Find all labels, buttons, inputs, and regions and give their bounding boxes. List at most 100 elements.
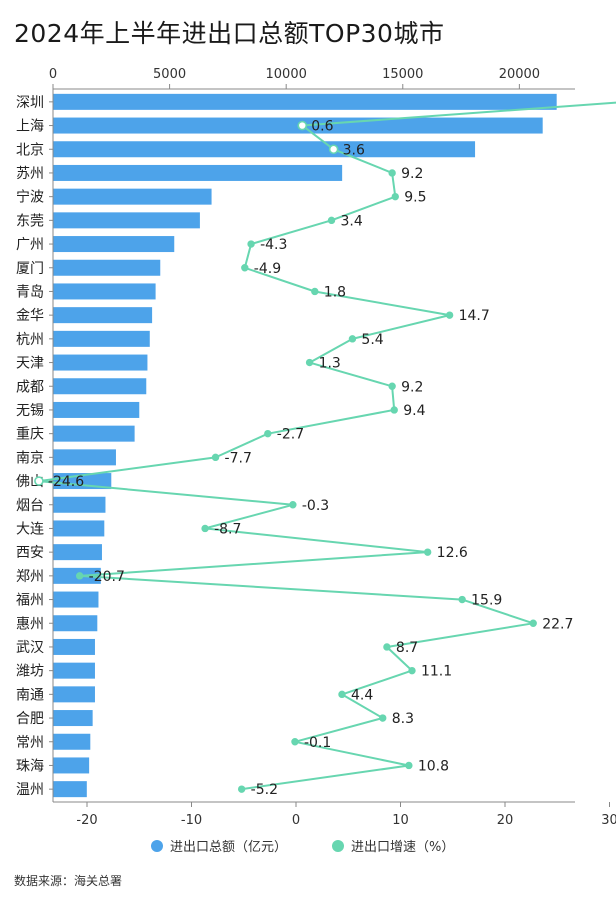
bottom-tick-label: 0 [292, 813, 300, 828]
growth-point-武汉 [383, 643, 391, 651]
growth-data-label: -4.9 [254, 261, 281, 277]
growth-point-南通 [338, 690, 346, 699]
bottom-tick-label: -10 [181, 813, 202, 828]
growth-data-label: -7.7 [225, 450, 252, 466]
top-tick-label: 15000 [382, 67, 423, 82]
category-label: 合肥 [16, 711, 44, 727]
growth-point-上海 [297, 120, 308, 131]
growth-data-label: 4.4 [351, 687, 373, 703]
growth-point-无锡 [390, 406, 398, 414]
bar-青岛 [53, 283, 156, 300]
growth-data-label: 22.7 [542, 616, 573, 632]
growth-data-label: 15.9 [471, 593, 502, 609]
category-label: 天津 [16, 356, 44, 372]
growth-point-成都 [388, 382, 396, 390]
growth-data-label: 0.6 [311, 119, 333, 135]
growth-data-label: -24.6 [48, 474, 84, 490]
data-source-note: 数据来源：海关总署 [14, 874, 123, 888]
bottom-tick-label: 20 [497, 813, 514, 828]
bottom-axis: -20 -10 0 10 20 30 [53, 801, 616, 828]
growth-data-label: -0.3 [302, 498, 329, 514]
growth-point-北京 [328, 144, 339, 155]
category-label: 惠州 [16, 616, 44, 632]
top-tick-label: 0 [49, 67, 57, 82]
growth-point-大连 [201, 524, 209, 533]
category-label: 广州 [16, 237, 44, 253]
growth-data-label: 3.6 [343, 142, 365, 158]
bar-南京 [53, 449, 116, 466]
growth-point-金华 [445, 311, 454, 319]
category-label: 成都 [16, 379, 44, 395]
bar-珠海 [53, 757, 90, 774]
top-tick-label: 10000 [266, 67, 307, 82]
bar-大连 [53, 520, 105, 537]
category-label: 郑州 [16, 569, 44, 585]
growth-data-label: 9.4 [403, 403, 425, 419]
bar-合肥 [53, 710, 93, 727]
category-label: 杭州 [16, 332, 44, 348]
category-label: 重庆 [16, 427, 44, 443]
category-labels: 深圳上海北京苏州宁波东莞广州厦门青岛金华杭州天津成都无锡重庆南京佛山烟台大连西安… [16, 89, 54, 802]
category-label: 宁波 [16, 189, 44, 206]
growth-point-南京 [211, 453, 220, 462]
top-tick-label: 20000 [499, 67, 540, 82]
category-label: 常州 [16, 735, 44, 751]
bar-武汉 [53, 638, 95, 655]
growth-data-label: -0.1 [304, 735, 331, 751]
bar-杭州 [53, 330, 150, 347]
growth-point-广州 [247, 240, 255, 248]
growth-line [37, 101, 616, 791]
bar-温州 [53, 781, 87, 798]
category-label: 潍坊 [16, 664, 44, 680]
growth-data-label: -5.2 [251, 782, 278, 798]
category-label: 苏州 [16, 166, 44, 182]
bar-西安 [53, 544, 102, 561]
growth-data-label: -4.3 [260, 237, 287, 253]
top-axis: 0 5000 10000 15000 20000 [49, 67, 575, 90]
growth-point-西安 [423, 548, 432, 556]
bar-北京 [53, 141, 476, 158]
bar-苏州 [53, 164, 343, 181]
bar-重庆 [53, 425, 135, 442]
category-label: 无锡 [16, 403, 44, 419]
growth-data-label: 14.7 [459, 308, 490, 324]
growth-data-label: 9.2 [401, 379, 423, 395]
growth-data-label: 1.8 [324, 284, 346, 300]
category-label: 北京 [16, 142, 44, 158]
category-label: 青岛 [16, 284, 44, 300]
bar-金华 [53, 307, 153, 324]
growth-data-label: 9.5 [404, 190, 426, 206]
growth-point-厦门 [241, 264, 249, 272]
bar-成都 [53, 378, 147, 395]
growth-point-宁波 [391, 192, 399, 201]
bar-常州 [53, 733, 91, 750]
bar-惠州 [53, 615, 98, 632]
bar-福州 [53, 591, 99, 608]
growth-data-label: 10.8 [418, 758, 449, 774]
growth-point-潍坊 [408, 666, 416, 675]
growth-series: 31.70.63.69.29.53.4-4.3-4.91.814.75.41.3… [34, 101, 616, 798]
bar-厦门 [53, 259, 161, 276]
growth-point-郑州 [75, 572, 84, 580]
category-label: 深圳 [16, 95, 44, 111]
category-label: 金华 [16, 308, 44, 324]
growth-point-东莞 [327, 216, 336, 225]
category-label: 福州 [16, 593, 44, 609]
category-label: 珠海 [16, 758, 44, 774]
bar-潍坊 [53, 662, 95, 679]
category-label: 南通 [16, 687, 44, 703]
category-label: 大连 [16, 521, 44, 537]
growth-point-苏州 [388, 169, 396, 177]
growth-point-福州 [458, 595, 466, 604]
growth-point-珠海 [405, 761, 413, 770]
category-label: 厦门 [16, 261, 44, 277]
growth-point-天津 [305, 358, 314, 367]
legend-swatch-growth [332, 840, 344, 852]
category-label: 西安 [16, 545, 44, 561]
bottom-tick-label: -20 [76, 813, 97, 828]
bottom-tick-label: 10 [392, 813, 409, 828]
category-label: 温州 [16, 782, 44, 798]
growth-data-label: 11.1 [421, 664, 452, 680]
category-label: 南京 [16, 450, 44, 466]
